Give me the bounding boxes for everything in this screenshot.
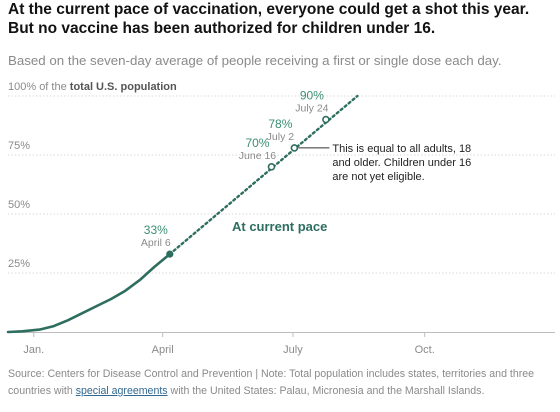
y-tick-prefix: 100% of the — [8, 81, 70, 93]
callout-line-3: are not yet eligible. — [332, 171, 424, 183]
vaccination-pace-chart: 25% 50% 75% 100% of the total U.S. populati… — [6, 81, 555, 356]
y-axis: 25% 50% 75% 100% of the total U.S. populati… — [8, 81, 177, 270]
annotations: 33%April 6 70%June 16 78%July 2 90%July 24 T… — [141, 89, 471, 258]
marker-June-16 — [267, 163, 276, 171]
y-tick-label-25: 25% — [8, 258, 30, 270]
x-tick-label-April: April — [152, 344, 174, 356]
pct-label-33%: 33% — [144, 223, 168, 237]
source-text: Source: Centers for Disease Control and … — [8, 368, 535, 397]
source-text-end: with the United States: Palau, Micronesi… — [167, 385, 485, 397]
special-agreements-link[interactable]: special agreements — [75, 385, 168, 397]
y-tick-label-50: 50% — [8, 199, 30, 211]
pct-label-90%: 90% — [300, 89, 324, 103]
date-label-April-6: April 6 — [141, 237, 171, 249]
source-note: Source: Centers for Disease Control and … — [8, 366, 556, 400]
pct-label-70%: 70% — [245, 136, 269, 150]
callout-line-1: This is equal to all adults, 18 — [332, 143, 471, 155]
series-label: At current pace — [232, 219, 327, 234]
marker-April-6 — [166, 250, 174, 258]
y-tick-label-100: 100% of the total U.S. population — [8, 81, 177, 93]
marker-July-2 — [290, 144, 299, 152]
y-tick-bold: total U.S. population — [70, 81, 177, 93]
gridlines — [8, 95, 555, 274]
x-tick-label-July: July — [283, 344, 303, 356]
date-label-July-24: July 24 — [295, 103, 328, 115]
pct-label-78%: 78% — [268, 117, 292, 131]
x-axis: Jan. April July Oct. — [8, 332, 555, 356]
headline: At the current pace of vaccination, ever… — [8, 1, 530, 37]
y-tick-label-75: 75% — [8, 140, 30, 152]
date-label-June-16: June 16 — [239, 150, 277, 162]
actual-vaccination-line — [6, 252, 172, 334]
callout-line-2: and older. Children under 16 — [332, 157, 471, 169]
subhead: Based on the seven-day average of people… — [8, 53, 502, 68]
series — [6, 94, 359, 334]
date-label-July-2: July 2 — [267, 131, 295, 143]
x-tick-label-Jan.: Jan. — [23, 344, 44, 356]
marker-July-24 — [322, 115, 330, 124]
x-tick-label-Oct.: Oct. — [415, 344, 435, 356]
